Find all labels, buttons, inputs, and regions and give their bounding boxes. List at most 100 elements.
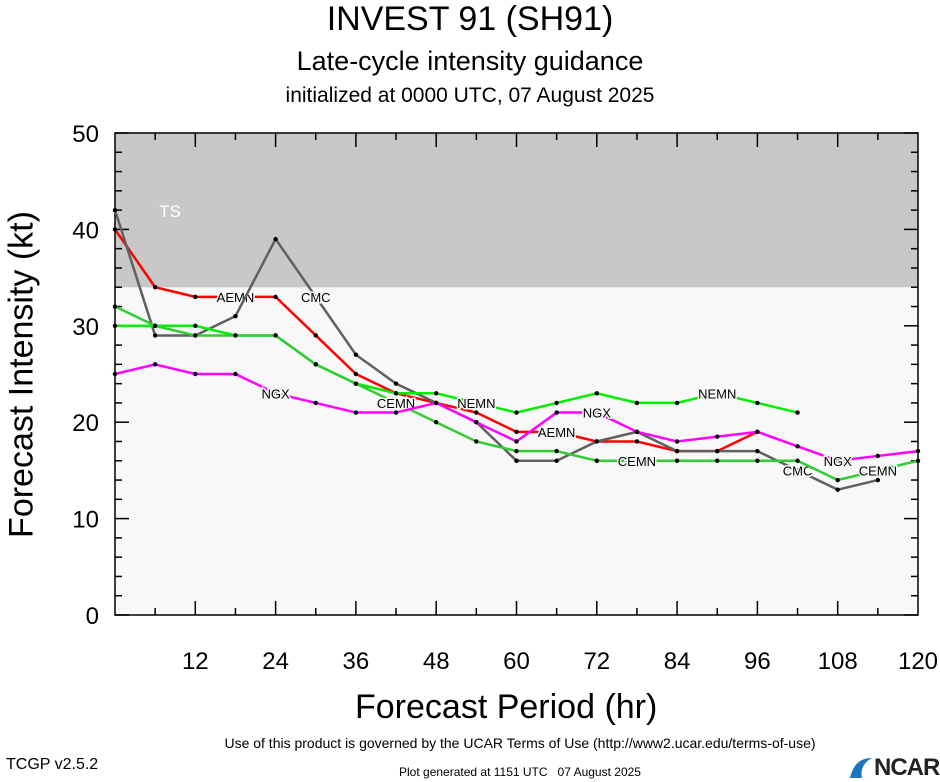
series-label-ngx: NGX bbox=[262, 386, 291, 401]
data-point bbox=[554, 429, 559, 435]
series-nemn: NEMN NEMN bbox=[112, 323, 800, 415]
ncar-logo-icon bbox=[850, 758, 872, 778]
series-label-cemn: CEMN bbox=[618, 454, 656, 469]
series-label-cemn: CEMN bbox=[859, 463, 897, 478]
series-label-cmc: CMC bbox=[783, 463, 813, 478]
data-point bbox=[554, 448, 559, 454]
series-label-nemn: NEMN bbox=[698, 386, 736, 401]
data-point bbox=[634, 429, 640, 435]
data-point bbox=[353, 371, 359, 377]
data-point bbox=[835, 458, 840, 463]
data-point bbox=[795, 458, 800, 463]
data-point bbox=[674, 458, 680, 463]
data-point bbox=[152, 323, 158, 328]
version-text: TCGP v2.5.2 bbox=[6, 756, 99, 773]
data-point bbox=[313, 333, 318, 338]
y-tick-label: 0 bbox=[86, 603, 99, 630]
data-point bbox=[554, 400, 559, 406]
series-ngx: NGX NGX NGX bbox=[112, 362, 921, 470]
chart-subtitle: Late-cycle intensity guidance bbox=[296, 46, 644, 76]
series-label-cmc: CMC bbox=[301, 290, 331, 305]
data-point bbox=[434, 400, 439, 406]
data-point bbox=[474, 439, 479, 444]
data-point bbox=[273, 236, 278, 242]
data-point bbox=[715, 448, 720, 454]
data-point bbox=[915, 458, 921, 463]
data-point bbox=[755, 400, 760, 406]
data-point bbox=[313, 400, 318, 406]
data-point bbox=[554, 458, 559, 463]
x-tick-label: 24 bbox=[262, 648, 289, 675]
data-point bbox=[313, 362, 318, 367]
data-point bbox=[514, 458, 519, 463]
data-point bbox=[193, 333, 198, 338]
y-axis-label: Forecast Intensity (kt) bbox=[2, 211, 41, 538]
data-point bbox=[795, 468, 800, 473]
data-point bbox=[715, 391, 720, 396]
data-point bbox=[112, 323, 118, 328]
data-point bbox=[514, 410, 519, 415]
y-tick-label: 20 bbox=[72, 410, 99, 437]
data-point bbox=[514, 448, 519, 454]
chart-title: INVEST 91 (SH91) bbox=[326, 0, 614, 38]
data-point bbox=[875, 453, 881, 459]
data-point bbox=[273, 294, 278, 300]
x-tick-label: 36 bbox=[343, 648, 370, 675]
data-point bbox=[634, 439, 640, 444]
data-point bbox=[634, 458, 640, 463]
data-point bbox=[755, 448, 760, 454]
series-cmc: CMC CMC bbox=[112, 207, 881, 492]
data-point bbox=[112, 207, 118, 213]
data-point bbox=[112, 371, 118, 377]
series-line-cmc bbox=[113, 209, 879, 491]
data-point bbox=[393, 381, 399, 386]
series-cemn: CEMN CEMN CEMN bbox=[112, 304, 921, 483]
y-tick-label: 40 bbox=[72, 217, 99, 244]
series-label-ngx: NGX bbox=[824, 454, 853, 469]
x-tick-label: 96 bbox=[744, 648, 771, 675]
data-point bbox=[755, 429, 760, 435]
x-tick-label: 120 bbox=[898, 648, 938, 675]
data-point bbox=[634, 400, 640, 406]
data-point bbox=[393, 391, 399, 396]
data-point bbox=[474, 400, 479, 406]
data-point bbox=[313, 294, 318, 300]
init-time: initialized at 0000 UTC, 07 August 2025 bbox=[285, 84, 655, 107]
data-point bbox=[755, 458, 760, 463]
data-point bbox=[193, 294, 198, 300]
ncar-logo-text: NCAR bbox=[874, 754, 940, 781]
data-point bbox=[273, 391, 278, 396]
data-point bbox=[434, 391, 439, 396]
x-tick-label: 72 bbox=[583, 648, 610, 675]
data-point bbox=[674, 448, 680, 454]
ncar-logo: NCAR bbox=[848, 754, 940, 782]
data-point bbox=[393, 410, 399, 415]
x-axis-label: Forecast Period (hr) bbox=[355, 688, 658, 726]
x-tick-label: 108 bbox=[818, 648, 858, 675]
data-point bbox=[353, 410, 359, 415]
data-point bbox=[152, 285, 158, 290]
series-label-aemn: AEMN bbox=[217, 290, 255, 305]
data-point bbox=[112, 304, 118, 309]
x-tick-label: 48 bbox=[423, 648, 450, 675]
band-label: TS bbox=[159, 202, 181, 221]
data-point bbox=[674, 439, 680, 444]
x-tick-label: 60 bbox=[503, 648, 530, 675]
data-point bbox=[233, 371, 238, 377]
y-tick-label: 10 bbox=[72, 507, 99, 534]
data-point bbox=[715, 458, 720, 463]
series-label-cemn: CEMN bbox=[377, 396, 415, 411]
data-point bbox=[393, 400, 399, 406]
data-point bbox=[474, 420, 479, 425]
data-point bbox=[674, 400, 680, 406]
x-tick-label: 12 bbox=[182, 648, 209, 675]
data-point bbox=[514, 429, 519, 435]
data-point bbox=[273, 333, 278, 338]
data-point bbox=[795, 410, 800, 415]
data-point bbox=[152, 333, 158, 338]
data-point bbox=[233, 313, 238, 319]
series-label-nemn: NEMN bbox=[457, 396, 495, 411]
data-point bbox=[353, 381, 359, 386]
